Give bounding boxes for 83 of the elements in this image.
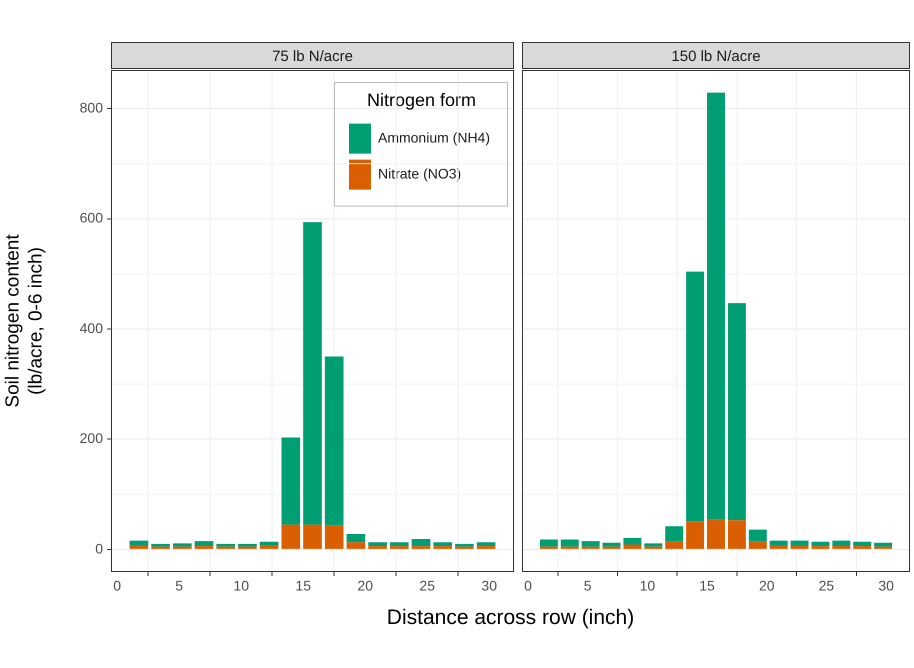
bar <box>665 526 684 542</box>
bar <box>368 542 387 546</box>
bar <box>130 540 148 546</box>
bar <box>130 546 148 549</box>
bar <box>686 521 704 549</box>
legend-label: Ammonium (NH4) <box>378 129 490 146</box>
bar <box>368 546 387 549</box>
bar <box>194 546 214 549</box>
y-tick-label: 600 <box>80 210 104 226</box>
bar <box>476 546 496 549</box>
bar <box>853 546 872 549</box>
x-tick-label: 15 <box>295 577 312 594</box>
bar <box>412 538 430 546</box>
bar <box>433 542 452 546</box>
x-tick-label: 0 <box>524 577 532 594</box>
bar <box>644 543 662 547</box>
bar <box>412 546 430 549</box>
bar <box>811 546 830 549</box>
bar <box>216 544 236 547</box>
bar <box>832 546 850 549</box>
y-axis-title: Soil nitrogen content (lb/acre, 0-6 inch) <box>2 234 46 408</box>
x-axis-title: Distance across row (inch) <box>386 606 634 630</box>
y-tick-label: 0 <box>95 540 104 556</box>
bar <box>686 272 704 522</box>
legend-label: Nitrate (NO3) <box>378 165 462 182</box>
bar <box>728 303 746 520</box>
bar <box>874 542 892 547</box>
bar <box>238 544 257 547</box>
bar <box>770 546 788 549</box>
bar <box>707 92 725 520</box>
bar <box>281 524 300 549</box>
bar <box>582 541 600 547</box>
bar <box>790 546 809 549</box>
bar <box>172 543 192 547</box>
bar <box>602 542 621 547</box>
y-tick-label: 200 <box>80 430 104 446</box>
bar <box>748 530 767 542</box>
bar <box>390 542 409 546</box>
bar <box>476 542 496 546</box>
bar <box>560 539 579 547</box>
bar <box>853 542 872 546</box>
bar <box>303 524 322 549</box>
x-tick-label: 25 <box>818 577 834 594</box>
bar <box>623 544 642 549</box>
chart-title: 75 lb N/acre <box>111 42 514 69</box>
bar <box>303 222 322 525</box>
bar <box>790 540 809 546</box>
legend-title: Nitrogen form <box>366 90 476 110</box>
y-tick-label: 400 <box>80 320 104 336</box>
bar <box>194 541 214 546</box>
x-tick-label: 30 <box>481 577 498 594</box>
bar <box>260 545 278 549</box>
bar <box>707 520 725 549</box>
bar <box>832 540 850 546</box>
bar <box>281 438 300 525</box>
x-tick-label: 10 <box>640 577 656 594</box>
bar <box>151 544 170 547</box>
bar <box>623 538 642 544</box>
x-tick-label: 15 <box>699 577 716 594</box>
x-tick-label: 10 <box>233 577 250 594</box>
bar <box>324 356 344 526</box>
bar <box>748 541 767 549</box>
bar <box>770 540 788 546</box>
x-tick-label: 20 <box>357 577 374 594</box>
chart-title: 150 lb N/acre <box>522 42 910 69</box>
x-tick-label: 5 <box>584 577 592 594</box>
bar <box>728 520 746 549</box>
bar <box>390 546 409 549</box>
bar <box>665 541 684 549</box>
x-tick-label: 5 <box>175 577 184 594</box>
bar <box>455 544 474 547</box>
x-tick-label: 0 <box>113 577 122 594</box>
bar <box>260 542 278 545</box>
y-tick-label: 800 <box>80 99 104 116</box>
x-tick-label: 20 <box>758 577 775 594</box>
bar <box>346 534 366 542</box>
bar <box>811 542 830 546</box>
x-tick-label: 25 <box>419 577 436 594</box>
x-tick-label: 30 <box>878 577 894 594</box>
bar <box>346 542 366 549</box>
bar <box>433 546 452 549</box>
bar <box>324 525 344 549</box>
bar <box>540 539 558 547</box>
